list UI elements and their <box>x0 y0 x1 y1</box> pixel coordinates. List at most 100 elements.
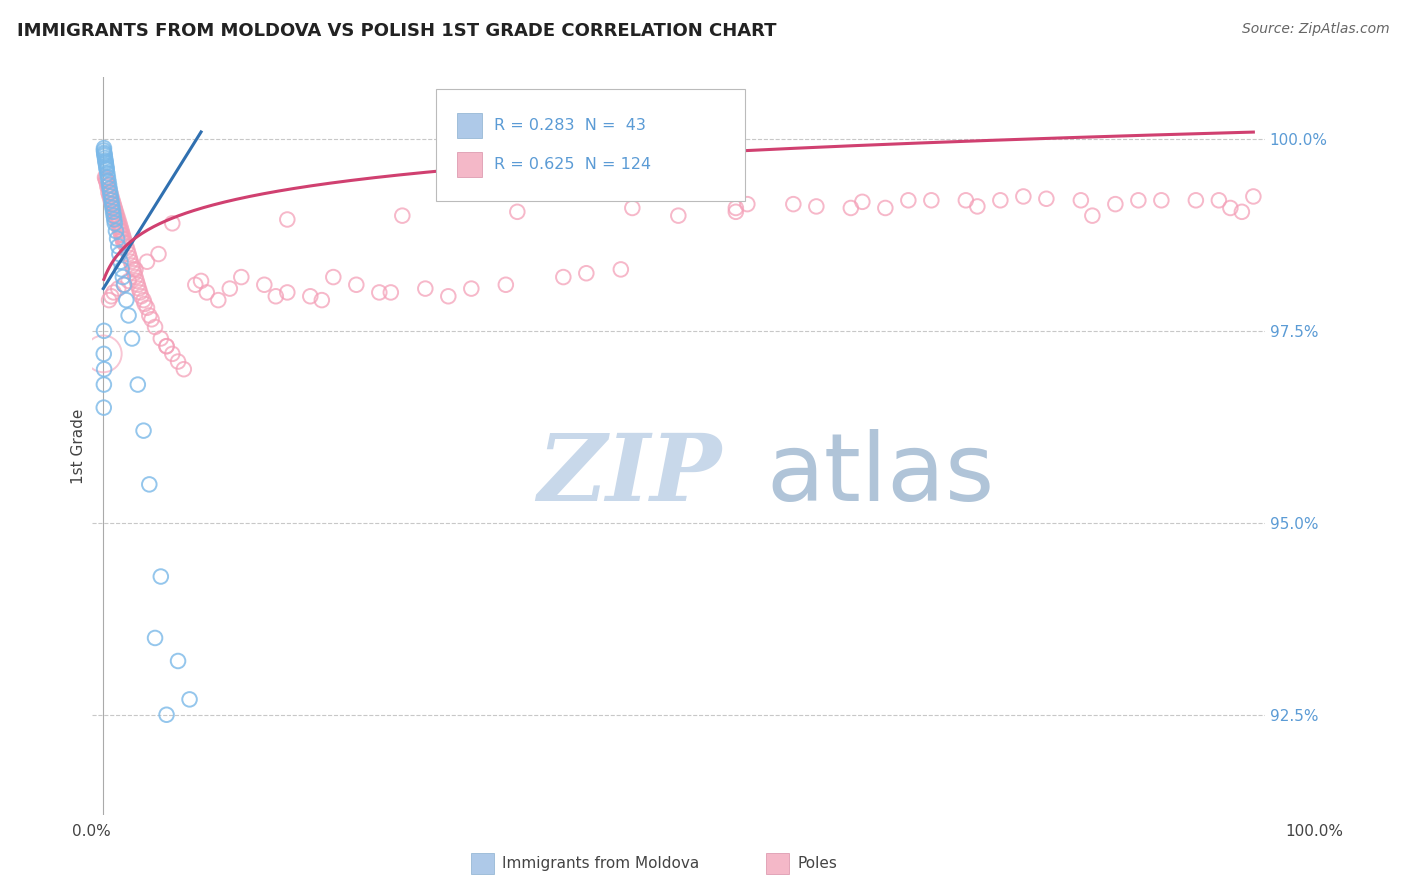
Point <box>129 289 152 303</box>
Point <box>112 277 135 292</box>
Point <box>101 201 124 215</box>
Point <box>124 270 146 285</box>
Point <box>132 424 155 438</box>
Y-axis label: 1st Grade: 1st Grade <box>72 409 86 483</box>
Point <box>1241 189 1264 203</box>
Point <box>218 282 240 296</box>
Point <box>495 277 517 292</box>
Point <box>94 156 117 170</box>
Point <box>100 189 122 203</box>
Point <box>100 194 122 208</box>
Point <box>104 201 127 215</box>
Point <box>108 220 131 235</box>
Text: 0.0%: 0.0% <box>72 824 111 838</box>
Point <box>179 692 201 706</box>
Point <box>110 227 132 242</box>
Point <box>96 174 118 188</box>
Point <box>98 186 121 200</box>
Point <box>93 147 115 161</box>
Point <box>125 274 148 288</box>
Point <box>920 194 942 208</box>
Point <box>207 293 229 307</box>
Point <box>460 282 482 296</box>
Point <box>124 266 146 280</box>
Point <box>112 232 135 246</box>
Point <box>94 151 117 165</box>
Point <box>93 141 115 155</box>
Point <box>97 178 120 192</box>
Point <box>107 216 129 230</box>
Point <box>276 212 298 227</box>
Point <box>111 262 134 277</box>
Point <box>167 354 190 368</box>
Point <box>1070 194 1092 208</box>
Point <box>127 377 149 392</box>
Text: 100.0%: 100.0% <box>1285 824 1344 838</box>
Point <box>184 277 207 292</box>
Text: Immigrants from Moldova: Immigrants from Moldova <box>502 856 699 871</box>
Point <box>104 209 127 223</box>
Point <box>101 194 124 208</box>
Point <box>93 401 115 415</box>
Point <box>1230 204 1253 219</box>
Point <box>103 204 125 219</box>
Point <box>311 293 333 307</box>
Point <box>162 347 184 361</box>
Point <box>132 293 155 307</box>
Point <box>120 254 142 268</box>
Point <box>143 320 166 334</box>
Point <box>108 216 131 230</box>
Point <box>98 189 121 203</box>
Point <box>110 220 132 235</box>
Point <box>966 199 988 213</box>
Point <box>110 254 132 268</box>
Point <box>94 153 117 168</box>
Point <box>98 293 121 307</box>
Point <box>253 277 276 292</box>
Point <box>93 144 115 158</box>
Point <box>96 166 118 180</box>
Point <box>380 285 402 300</box>
Point <box>955 194 977 208</box>
Point <box>111 270 134 285</box>
Point <box>103 212 125 227</box>
Point <box>127 277 149 292</box>
Point <box>1012 189 1035 203</box>
Point <box>96 174 118 188</box>
Point <box>155 707 177 722</box>
Point <box>724 204 747 219</box>
Point <box>104 224 127 238</box>
Point <box>97 170 120 185</box>
Point <box>96 162 118 177</box>
Point <box>121 331 143 345</box>
Point <box>1185 194 1208 208</box>
Point <box>104 216 127 230</box>
Point <box>117 274 139 288</box>
Point <box>101 201 124 215</box>
Point <box>162 216 184 230</box>
Point <box>610 262 633 277</box>
Point <box>143 631 166 645</box>
Point <box>96 161 118 175</box>
Point <box>128 282 150 296</box>
Point <box>101 197 124 211</box>
Point <box>134 297 156 311</box>
Point <box>112 235 135 250</box>
Point <box>96 159 118 173</box>
Point <box>851 194 873 209</box>
Point <box>115 239 138 253</box>
Point <box>897 194 920 208</box>
Point <box>737 197 759 211</box>
Text: R = 0.625  N = 124: R = 0.625 N = 124 <box>494 157 651 171</box>
Point <box>105 212 128 227</box>
Point <box>98 178 121 192</box>
Point <box>104 204 127 219</box>
Point <box>344 277 367 292</box>
Text: IMMIGRANTS FROM MOLDOVA VS POLISH 1ST GRADE CORRELATION CHART: IMMIGRANTS FROM MOLDOVA VS POLISH 1ST GR… <box>17 22 776 40</box>
Point <box>98 182 121 196</box>
Point <box>575 266 598 280</box>
Point <box>806 199 828 213</box>
Point <box>96 179 118 194</box>
Point <box>621 201 644 215</box>
Point <box>136 301 159 315</box>
